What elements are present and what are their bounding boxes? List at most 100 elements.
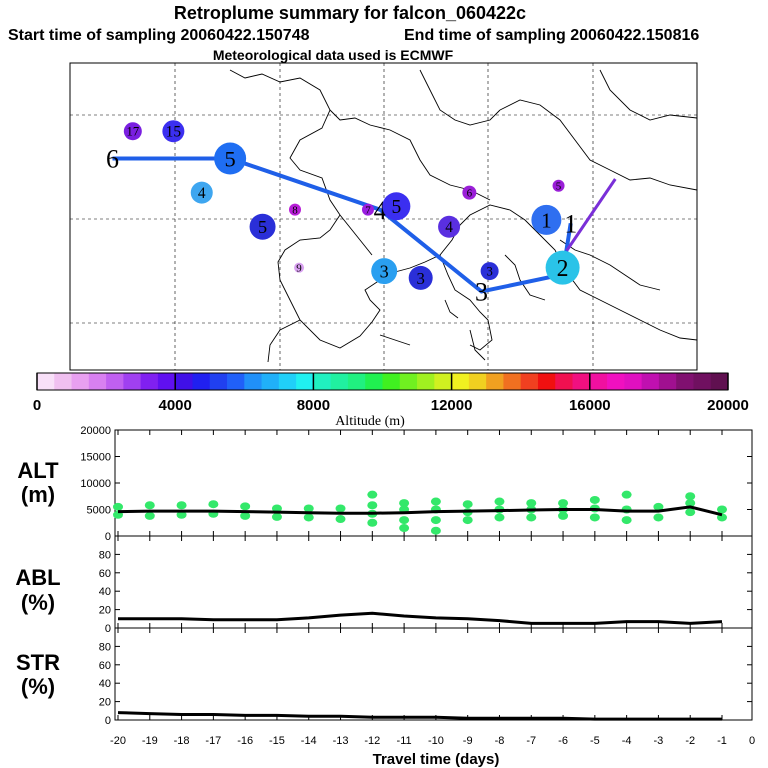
figure-title: Retroplume summary for falcon_060422c [174,3,526,23]
colorbar-swatch [313,373,332,390]
colorbar-swatch [54,373,73,390]
cluster-label: 8 [292,205,298,217]
end-time-label: End time of sampling 20060422.150816 [404,27,699,44]
cluster-label: 2 [557,256,569,282]
altitude-point [589,513,600,522]
colorbar-axis-label: Altitude (m) [335,414,405,429]
alt-y-tick-label: 0 [105,531,111,543]
cluster-circle [408,265,433,290]
colorbar-swatch [676,373,694,390]
met-data-label: Meteorological data used is ECMWF [213,47,454,63]
altitude-point [494,513,505,522]
cluster-circle [382,192,411,221]
colorbar-swatch [278,373,297,390]
colorbar-swatch [624,373,643,390]
colorbar-swatch [607,373,625,390]
cluster-label: 6 [106,145,119,174]
altitude-point [335,504,346,513]
cluster-label: 1 [564,209,577,238]
colorbar-swatch [641,373,660,390]
alt-panel-label: ALT [17,458,59,483]
altitude-point [303,513,314,522]
x-tick-label: -9 [463,735,473,747]
x-tick-label: -19 [142,735,158,747]
colorbar-swatch [520,373,539,390]
x-tick-label: -12 [364,735,380,747]
colorbar-swatch [572,373,591,390]
cluster-label: 3 [380,261,389,281]
trajectory-tail [565,178,617,252]
cluster-label: 4 [445,219,453,236]
x-tick-label: -17 [205,735,221,747]
x-tick-label: -8 [495,735,505,747]
abl-y-tick-label: 20 [99,605,111,617]
cluster-label: 7 [365,205,371,217]
str-y-tick-label: 60 [99,660,111,672]
altitude-point [240,511,251,520]
colorbar-swatch [365,373,383,390]
altitude-point [558,499,569,508]
colorbar-swatch [192,373,211,390]
x-tick-label: -18 [174,735,190,747]
colorbar-swatch [503,373,522,390]
colorbar-swatch [175,373,193,390]
altitude-point [144,501,155,510]
alt-series-line [117,505,723,517]
altitude-point [526,513,537,522]
colorbar-swatch [382,373,401,390]
x-tick-label: -3 [654,735,664,747]
cluster-label: 5 [391,197,401,218]
cluster-circle [294,262,305,273]
alt-y-tick-label: 10000 [80,478,111,490]
colorbar-tick-label: 16000 [569,397,611,414]
colorbar-swatch [330,373,349,390]
map-grid [70,63,697,370]
abl-panel-frame [114,535,753,629]
start-time-label: Start time of sampling 20060422.150748 [8,27,310,44]
str-panel-unit: (%) [21,674,55,699]
colorbar-swatch [227,373,245,390]
altitude-point [717,505,727,514]
colorbar-swatch [296,373,314,390]
cluster-circle [552,179,565,192]
cluster-circle [162,120,185,143]
colorbar-swatch [123,373,142,390]
x-tick-label: -16 [237,735,253,747]
cluster-label: 4 [198,185,206,202]
colorbar-swatch [710,373,729,390]
colorbar-swatch [658,373,677,390]
altitude-point [558,511,569,520]
colorbar-swatch [88,373,107,390]
alt-y-tick-label: 5000 [87,505,111,517]
colorbar-swatch [244,373,263,390]
colorbar-swatch [468,373,487,390]
altitude-point [494,497,505,506]
str-series-line [117,711,722,721]
x-tick-label: -10 [428,735,444,747]
altitude-point [430,516,441,525]
altitude-point [208,500,219,509]
alt-y-tick-label: 20000 [80,425,111,437]
cluster-circle [438,215,461,238]
cluster-circle [371,258,398,285]
altitude-point [430,497,441,506]
x-tick-label: -2 [685,735,695,747]
time-series-panels: 0 5000 10000 15000 20000 0 20 40 60 80 0 20 40 60 80 -2… [80,425,755,747]
altitude-point [176,510,187,519]
cluster-label: 9 [296,263,302,275]
abl-y-tick-label: 60 [99,568,111,580]
altitude-point [653,502,664,511]
cluster-circle [214,142,247,175]
altitude-point [621,490,632,499]
colorbar-swatch [399,373,418,390]
cluster-label: 6 [467,187,473,199]
cluster-circle [123,122,142,141]
cluster-label: 5 [225,146,236,171]
str-y-tick-label: 0 [105,715,111,727]
colorbar-swatch [106,373,124,390]
altitude-point [685,492,696,501]
cluster-label: 3 [475,278,488,307]
x-tick-label: 0 [749,735,755,747]
colorbar-tick-label: 20000 [707,397,749,414]
altitude-point [271,512,282,521]
